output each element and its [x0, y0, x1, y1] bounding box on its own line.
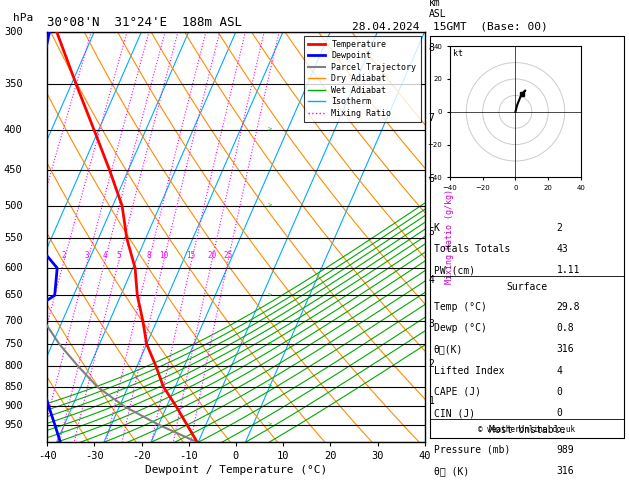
Text: 316: 316: [557, 344, 574, 354]
Text: 900: 900: [4, 401, 23, 411]
Text: hPa: hPa: [13, 14, 33, 23]
Text: 500: 500: [4, 201, 23, 211]
Text: 25: 25: [223, 251, 232, 260]
Text: 4: 4: [557, 365, 562, 376]
Text: θᴄ (K): θᴄ (K): [433, 466, 469, 476]
Text: 43: 43: [557, 244, 568, 254]
Text: 1.11: 1.11: [557, 265, 580, 275]
Text: Surface: Surface: [506, 282, 547, 293]
Text: 750: 750: [4, 339, 23, 349]
Text: 650: 650: [4, 290, 23, 300]
Text: 0: 0: [557, 387, 562, 397]
Text: >: >: [267, 292, 272, 298]
Text: Temp (°C): Temp (°C): [433, 302, 486, 312]
Text: 800: 800: [4, 361, 23, 371]
Text: 1: 1: [428, 397, 435, 406]
Text: kt: kt: [453, 50, 463, 58]
Text: >: >: [267, 203, 272, 209]
Text: 316: 316: [557, 466, 574, 476]
Text: 300: 300: [4, 27, 23, 36]
Text: >: >: [267, 341, 272, 347]
Text: Dewp (°C): Dewp (°C): [433, 323, 486, 333]
Text: 8: 8: [147, 251, 151, 260]
Text: >: >: [267, 422, 272, 428]
Text: Mixing Ratio (g/kg): Mixing Ratio (g/kg): [445, 190, 454, 284]
Text: CAPE (J): CAPE (J): [433, 387, 481, 397]
Text: 450: 450: [4, 165, 23, 175]
Text: 6: 6: [428, 174, 435, 184]
Text: 3: 3: [85, 251, 89, 260]
Text: 7: 7: [428, 113, 435, 123]
Text: 400: 400: [4, 125, 23, 135]
Text: 5: 5: [116, 251, 121, 260]
Text: θᴄ(K): θᴄ(K): [433, 344, 463, 354]
Text: CIN (J): CIN (J): [433, 408, 475, 418]
Text: 8: 8: [428, 43, 435, 53]
Text: Lifted Index: Lifted Index: [433, 365, 504, 376]
Text: 950: 950: [4, 420, 23, 430]
Text: © weatheronline.co.uk: © weatheronline.co.uk: [478, 425, 576, 434]
Text: 0: 0: [557, 408, 562, 418]
Text: PW (cm): PW (cm): [433, 265, 475, 275]
Text: 989: 989: [557, 445, 574, 454]
X-axis label: Dewpoint / Temperature (°C): Dewpoint / Temperature (°C): [145, 466, 327, 475]
Text: >: >: [267, 127, 272, 133]
Text: 2: 2: [557, 223, 562, 233]
Text: 350: 350: [4, 79, 23, 89]
Text: Pressure (mb): Pressure (mb): [433, 445, 510, 454]
Text: 20: 20: [207, 251, 216, 260]
Text: >: >: [267, 384, 272, 390]
Legend: Temperature, Dewpoint, Parcel Trajectory, Dry Adiabat, Wet Adiabat, Isotherm, Mi: Temperature, Dewpoint, Parcel Trajectory…: [304, 36, 421, 122]
Text: 2: 2: [428, 359, 435, 369]
Text: 29.8: 29.8: [557, 302, 580, 312]
Text: 550: 550: [4, 233, 23, 243]
Text: K: K: [433, 223, 440, 233]
Text: 4: 4: [103, 251, 107, 260]
Text: Totals Totals: Totals Totals: [433, 244, 510, 254]
Text: 600: 600: [4, 263, 23, 273]
Text: 4: 4: [428, 275, 435, 285]
Text: 5: 5: [428, 227, 435, 237]
Text: 10: 10: [159, 251, 168, 260]
Text: 15: 15: [187, 251, 196, 260]
Text: km
ASL: km ASL: [428, 0, 446, 19]
Text: 2: 2: [62, 251, 66, 260]
Text: 700: 700: [4, 315, 23, 326]
Text: 3: 3: [428, 318, 435, 329]
Text: Most Unstable: Most Unstable: [489, 425, 565, 435]
Text: 30°08'N  31°24'E  188m ASL: 30°08'N 31°24'E 188m ASL: [47, 16, 242, 29]
Text: 28.04.2024  15GMT  (Base: 00): 28.04.2024 15GMT (Base: 00): [352, 22, 548, 32]
Text: 850: 850: [4, 382, 23, 392]
Text: 0.8: 0.8: [557, 323, 574, 333]
